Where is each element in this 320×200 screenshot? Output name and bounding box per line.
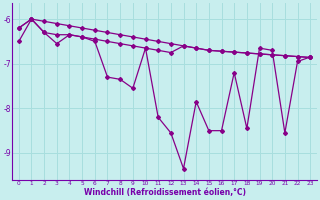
X-axis label: Windchill (Refroidissement éolien,°C): Windchill (Refroidissement éolien,°C) xyxy=(84,188,245,197)
